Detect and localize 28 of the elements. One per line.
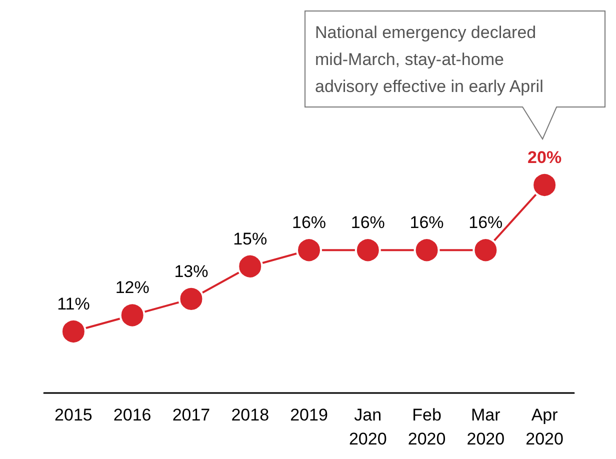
x-tick-label: Apr 2020 (526, 406, 564, 448)
x-tick-label: 2015 (54, 406, 92, 424)
data-label: 16% (350, 213, 385, 232)
text: National emergency declared mid-March, stay-at-home advisory effective in early April (315, 23, 544, 96)
data-label: 11% (57, 294, 90, 314)
data-label: 15% (233, 229, 268, 248)
x-tick-label: Jan 2020 (348, 406, 387, 448)
point (472, 237, 499, 264)
data-label: 12% (115, 278, 150, 298)
data-label: 16% (292, 213, 326, 232)
x-tick-label: Mar 2020 (466, 406, 505, 448)
point (178, 286, 204, 312)
data-label: 13% (174, 262, 208, 281)
point (296, 237, 322, 264)
point (60, 318, 86, 344)
x-tick-label: Feb 2020 (408, 406, 446, 448)
data-label: 20% (528, 148, 562, 167)
point (119, 302, 146, 328)
data-label: 16% (468, 213, 503, 232)
point (414, 237, 440, 264)
point (237, 253, 264, 280)
data-label: 16% (410, 213, 444, 232)
point (354, 237, 381, 264)
x-tick-label: 2016 (113, 406, 152, 424)
x-tick-label: 2019 (290, 406, 328, 424)
x-tick-label: 2018 (231, 406, 270, 424)
point (532, 172, 558, 198)
x-tick-label: 2017 (172, 406, 210, 424)
